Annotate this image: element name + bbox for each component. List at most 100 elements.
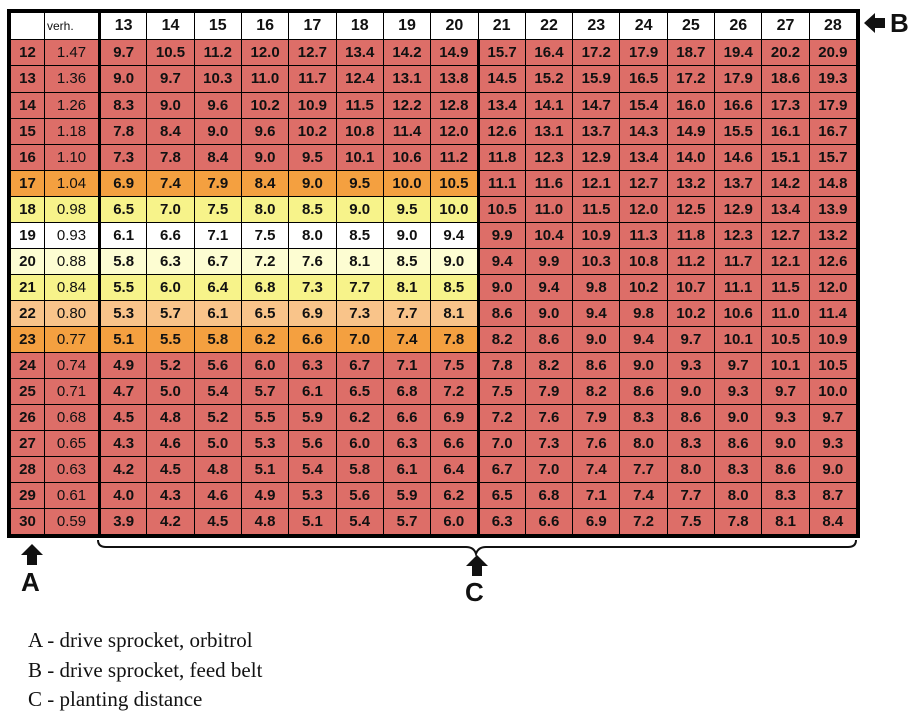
distance-cell: 6.8: [240, 273, 290, 301]
distance-cell: 9.0: [98, 65, 148, 93]
distance-cell: 6.5: [477, 481, 526, 509]
distance-cell: 7.7: [382, 299, 432, 327]
header-row: verh. 13 14 15 16 17 18 19 20 21 22 23 24 25 26 27 28: [10, 11, 858, 41]
distance-cell: 19.4: [714, 39, 763, 67]
row-header-a: 14: [10, 91, 45, 119]
distance-cell: 9.0: [335, 195, 384, 223]
distance-cell: 7.5: [193, 195, 242, 223]
distance-cell: 12.8: [430, 91, 480, 119]
distance-cell: 8.1: [430, 299, 480, 327]
distance-cell: 5.5: [146, 325, 195, 353]
distance-cell: 10.6: [714, 299, 763, 327]
distance-cell: 14.0: [666, 143, 716, 171]
distance-cell: 7.2: [477, 403, 526, 431]
distance-cell: 15.4: [619, 91, 668, 119]
distance-cell: 5.0: [193, 429, 242, 457]
distance-cell: 9.0: [619, 351, 668, 379]
distance-cell: 14.2: [761, 169, 810, 197]
distance-cell: 14.8: [808, 169, 858, 197]
distance-cell: 11.6: [524, 169, 574, 197]
distance-cell: 4.8: [146, 403, 195, 431]
distance-cell: 6.5: [335, 377, 384, 405]
distance-cell: 7.8: [477, 351, 526, 379]
table-row: 20 0.88 5.8 6.3 6.7 7.2 7.6 8.1 8.5 9.0 9.4 9.9 10.3…: [10, 247, 858, 275]
distance-cell: 9.0: [240, 143, 290, 171]
distance-cell: 7.2: [430, 377, 480, 405]
distance-cell: 7.3: [98, 143, 148, 171]
ratio-cell: 0.61: [44, 481, 101, 509]
distance-cell: 13.2: [666, 169, 716, 197]
distance-cell: 4.3: [98, 429, 148, 457]
distance-cell: 15.7: [808, 143, 858, 171]
distance-cell: 11.7: [288, 65, 337, 93]
bracket-c: [97, 539, 857, 556]
table-row: 14 1.26 8.3 9.0 9.6 10.2 10.9 11.5 12.2 12.8 13.4 1…: [10, 91, 858, 119]
distance-cell: 9.7: [146, 65, 195, 93]
column-header-b: 18: [335, 11, 384, 41]
distance-cell: 6.6: [430, 429, 480, 457]
distance-cell: 10.3: [572, 247, 621, 275]
distance-cell: 7.8: [146, 143, 195, 171]
column-header-b: 23: [572, 11, 621, 41]
distance-cell: 5.5: [240, 403, 290, 431]
distance-cell: 6.9: [98, 169, 148, 197]
distance-cell: 11.7: [714, 247, 763, 275]
distance-cell: 14.7: [572, 91, 621, 119]
ratio-cell: 0.88: [44, 247, 101, 275]
distance-cell: 8.5: [288, 195, 337, 223]
table-row: 26 0.68 4.5 4.8 5.2 5.5 5.9 6.2 6.6 6.9 7.2 7.6 7.9 8…: [10, 403, 858, 431]
distance-cell: 7.8: [430, 325, 480, 353]
distance-cell: 7.4: [619, 481, 668, 509]
distance-cell: 4.0: [98, 481, 148, 509]
distance-cell: 15.1: [761, 143, 810, 171]
distance-cell: 9.4: [572, 299, 621, 327]
distance-cell: 8.0: [714, 481, 763, 509]
distance-cell: 6.4: [430, 455, 480, 483]
column-header-b: 19: [382, 11, 432, 41]
corner-cell: [10, 11, 45, 41]
distance-cell: 12.7: [761, 221, 810, 249]
distance-cell: 9.5: [288, 143, 337, 171]
distance-cell: 14.6: [714, 143, 763, 171]
distance-cell: 14.9: [430, 39, 480, 67]
distance-cell: 4.8: [240, 507, 290, 536]
distance-cell: 12.6: [477, 117, 526, 145]
distance-cell: 13.4: [761, 195, 810, 223]
distance-cell: 9.4: [524, 273, 574, 301]
distance-cell: 6.6: [382, 403, 432, 431]
ratio-cell: 1.18: [44, 117, 101, 145]
distance-cell: 5.6: [288, 429, 337, 457]
distance-cell: 16.4: [524, 39, 574, 67]
distance-cell: 8.0: [240, 195, 290, 223]
planting-distance-table: verh. 13 14 15 16 17 18 19 20 21 22 23 24 25 26 27 28 12 1…: [10, 11, 858, 536]
distance-cell: 4.9: [240, 481, 290, 509]
distance-cell: 10.5: [146, 39, 195, 67]
distance-cell: 7.0: [335, 325, 384, 353]
column-header-b: 13: [98, 11, 148, 41]
distance-cell: 9.8: [572, 273, 621, 301]
distance-cell: 10.5: [808, 351, 858, 379]
distance-cell: 13.9: [808, 195, 858, 223]
row-header-a: 15: [10, 117, 45, 145]
distance-cell: 10.0: [430, 195, 480, 223]
distance-cell: 7.8: [714, 507, 763, 536]
distance-cell: 7.6: [288, 247, 337, 275]
distance-cell: 6.7: [477, 455, 526, 483]
distance-cell: 9.0: [382, 221, 432, 249]
distance-cell: 10.2: [619, 273, 668, 301]
distance-cell: 8.4: [240, 169, 290, 197]
distance-cell: 12.7: [288, 39, 337, 67]
distance-cell: 5.7: [240, 377, 290, 405]
distance-cell: 5.4: [335, 507, 384, 536]
distance-cell: 6.1: [193, 299, 242, 327]
row-header-a: 19: [10, 221, 45, 249]
distance-cell: 12.1: [761, 247, 810, 275]
ratio-cell: 0.74: [44, 351, 101, 379]
distance-cell: 12.1: [572, 169, 621, 197]
distance-cell: 7.4: [146, 169, 195, 197]
distance-cell: 4.6: [193, 481, 242, 509]
legend-b: B - drive sprocket, feed belt: [28, 658, 263, 682]
distance-cell: 8.2: [572, 377, 621, 405]
distance-cell: 12.0: [240, 39, 290, 67]
distance-cell: 7.9: [572, 403, 621, 431]
